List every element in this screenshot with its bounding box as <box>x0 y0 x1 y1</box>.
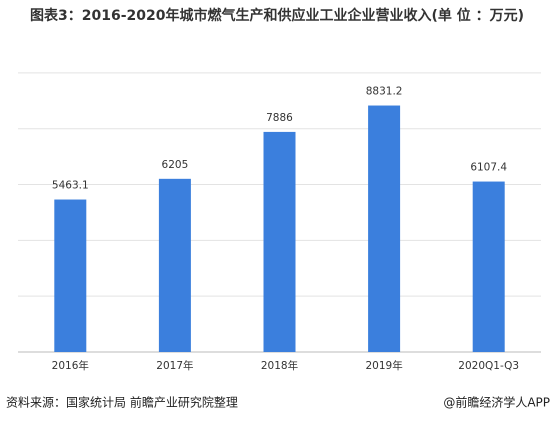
source: 资料来源：国家统计局 前瞻产业研究院整理 <box>6 395 238 410</box>
data-label: 7886 <box>266 112 293 124</box>
x-tick-label: 2017年 <box>156 359 193 372</box>
x-tick-label: 2019年 <box>365 359 402 372</box>
bar <box>263 131 296 352</box>
data-label: 8831.2 <box>366 86 403 98</box>
credit: @前瞻经济学人APP <box>443 395 550 410</box>
data-label: 5463.1 <box>52 180 89 192</box>
bar <box>472 181 505 352</box>
data-label: 6107.4 <box>470 162 507 174</box>
bar <box>368 105 401 352</box>
x-tick-label: 2020Q1-Q3 <box>458 360 519 372</box>
bar <box>54 199 87 352</box>
bar <box>158 178 191 352</box>
chart-title: 图表3：2016-2020年城市燃气生产和供应业工业企业营业收入(单 位 ：万元… <box>29 8 525 24</box>
data-label: 6205 <box>162 159 189 171</box>
x-tick-label: 2016年 <box>52 359 89 372</box>
x-tick-label: 2018年 <box>261 359 298 372</box>
